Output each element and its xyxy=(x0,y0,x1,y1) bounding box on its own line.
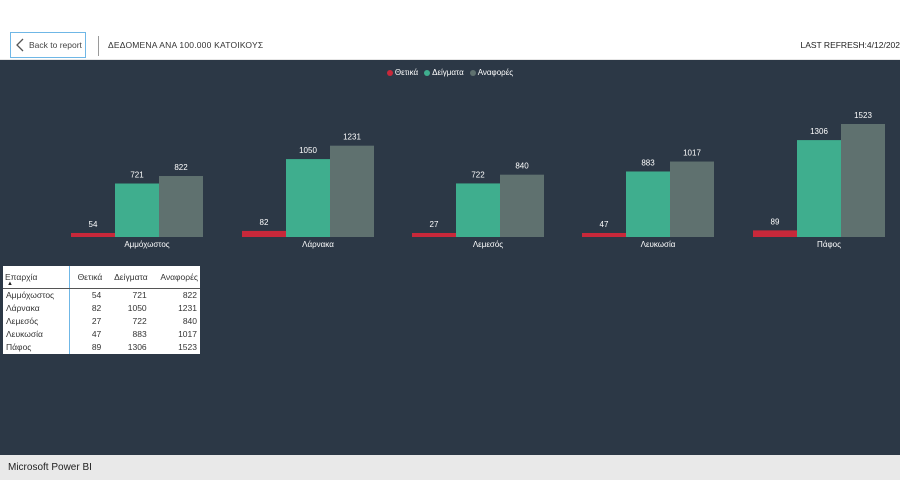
legend-label: Θετικά xyxy=(394,68,419,77)
data-label: 47 xyxy=(600,220,609,229)
table-cell: 721 xyxy=(132,290,147,300)
category-tick-label: Λευκωσία xyxy=(641,240,676,249)
data-label: 840 xyxy=(515,162,529,171)
table-cell: Λεμεσός xyxy=(3,315,70,328)
table-cell: 722 xyxy=(132,316,147,326)
data-label: 721 xyxy=(130,171,144,180)
bar-reports[interactable] xyxy=(159,176,203,237)
bar-positive[interactable] xyxy=(582,233,626,237)
legend-dot-icon xyxy=(424,69,431,76)
table-cell: 54 xyxy=(91,290,102,300)
category-tick-label: Λάρνακα xyxy=(302,240,334,249)
table-header-cell[interactable]: Θετικά xyxy=(69,266,105,289)
bar-chart: 54 721 822 Αμμόχωστος 82 1050 1231 Λάρνακα 27 722… xyxy=(71,111,885,249)
data-table: Επαρχία ▲ Θετικά Δείγματα Αναφορές Αμμόχωστο… xyxy=(3,266,200,354)
legend-label: Δείγματα xyxy=(432,68,464,77)
data-label: 1231 xyxy=(343,133,361,142)
table-header-cell[interactable]: Αναφορές xyxy=(149,266,200,289)
chart-legend: Θετικά Δείγματα Αναφορές xyxy=(0,68,900,77)
bar-samples[interactable] xyxy=(626,171,670,237)
data-label: 1050 xyxy=(299,146,317,155)
bar-reports[interactable] xyxy=(841,124,885,237)
table-cell: 1523 xyxy=(178,342,197,352)
data-label: 1017 xyxy=(683,149,701,158)
table-cell: Λευκωσία xyxy=(3,328,70,341)
header-label: Επαρχία xyxy=(5,272,38,282)
bar-positive[interactable] xyxy=(412,233,456,237)
legend-dot-icon xyxy=(469,69,476,76)
bar-positive[interactable] xyxy=(71,232,115,237)
data-label: 1306 xyxy=(810,127,828,136)
table-header-cell[interactable]: Επαρχία ▲ xyxy=(3,266,70,289)
table-cell: 47 xyxy=(91,329,102,339)
data-label: 54 xyxy=(89,220,98,229)
data-label: 82 xyxy=(260,218,269,227)
bar-samples[interactable] xyxy=(797,140,841,237)
bar-reports[interactable] xyxy=(670,161,714,237)
legend-label: Αναφορές xyxy=(477,68,514,77)
table-cell: 1017 xyxy=(178,329,197,339)
table-cell: 82 xyxy=(91,303,102,313)
data-label: 27 xyxy=(430,220,439,229)
legend-item[interactable]: Δείγματα xyxy=(424,68,464,77)
table-cell: 1306 xyxy=(127,342,147,352)
bar-samples[interactable] xyxy=(286,159,330,237)
data-label: 883 xyxy=(641,158,655,167)
table-cell: 89 xyxy=(91,342,102,352)
data-label: 822 xyxy=(174,163,188,172)
table-body: Αμμόχωστος 54 721 822 Λάρνακα 82 1050 1231 Λεμεσ… xyxy=(3,288,200,354)
data-label: 89 xyxy=(771,217,780,226)
bar-positive[interactable] xyxy=(753,230,797,237)
table-cell: 27 xyxy=(91,316,102,326)
bar-samples[interactable] xyxy=(115,183,159,237)
footer-bar: Microsoft Power BI xyxy=(0,455,900,480)
category-tick-label: Αμμόχωστος xyxy=(124,240,169,249)
table-cell: 1231 xyxy=(178,303,197,313)
legend-dot-icon xyxy=(386,69,393,76)
page-title: ΔΕΔΟΜΕΝΑ ΑΝΑ 100.000 ΚΑΤΟΙΚΟΥΣ xyxy=(108,40,264,50)
table-header-cell[interactable]: Δείγματα xyxy=(104,266,150,289)
category-tick-label: Λεμεσός xyxy=(473,240,503,249)
category-tick-label: Πάφος xyxy=(817,240,841,249)
table-cell: Πάφος xyxy=(3,341,70,354)
data-table-visual: Επαρχία ▲ Θετικά Δείγματα Αναφορές Αμμόχωστο… xyxy=(3,266,200,354)
table-row[interactable]: Αμμόχωστος 54 721 822 xyxy=(3,288,200,302)
table-header-row: Επαρχία ▲ Θετικά Δείγματα Αναφορές xyxy=(3,266,200,289)
table-row[interactable]: Λάρνακα 82 1050 1231 xyxy=(3,302,200,315)
bar-reports[interactable] xyxy=(330,145,374,237)
table-row[interactable]: Λεμεσός 27 722 840 xyxy=(3,315,200,328)
bar-samples[interactable] xyxy=(456,183,500,237)
data-label: 1523 xyxy=(854,111,872,120)
top-bar: Back to report ΔΕΔΟΜΕΝΑ ΑΝΑ 100.000 ΚΑΤΟ… xyxy=(0,0,900,60)
bar-reports[interactable] xyxy=(500,174,544,237)
legend-item[interactable]: Αναφορές xyxy=(469,68,514,77)
table-cell: 1050 xyxy=(127,303,147,313)
table-cell: 822 xyxy=(182,290,197,300)
table-cell: Αμμόχωστος xyxy=(3,288,70,302)
sort-ascending-icon[interactable]: ▲ xyxy=(7,281,13,287)
bar-positive[interactable] xyxy=(242,230,286,237)
back-to-report-button[interactable]: Back to report xyxy=(10,32,86,58)
table-row[interactable]: Πάφος 89 1306 1523 xyxy=(3,341,200,354)
report-canvas: Θετικά Δείγματα Αναφορές 54 721 822 Αμμόχωστο… xyxy=(0,60,900,455)
header-divider xyxy=(98,36,99,56)
last-refresh: LAST REFRESH:4/12/202 xyxy=(800,40,900,50)
table-cell: 883 xyxy=(132,329,147,339)
legend-item[interactable]: Θετικά xyxy=(386,68,419,77)
table-row[interactable]: Λευκωσία 47 883 1017 xyxy=(3,328,200,341)
chevron-left-icon xyxy=(11,33,29,57)
back-button-label: Back to report xyxy=(29,40,82,50)
table-cell: 840 xyxy=(182,316,197,326)
table-cell: Λάρνακα xyxy=(3,302,70,315)
data-label: 722 xyxy=(471,170,485,179)
brand-label: Microsoft Power BI xyxy=(8,462,92,473)
